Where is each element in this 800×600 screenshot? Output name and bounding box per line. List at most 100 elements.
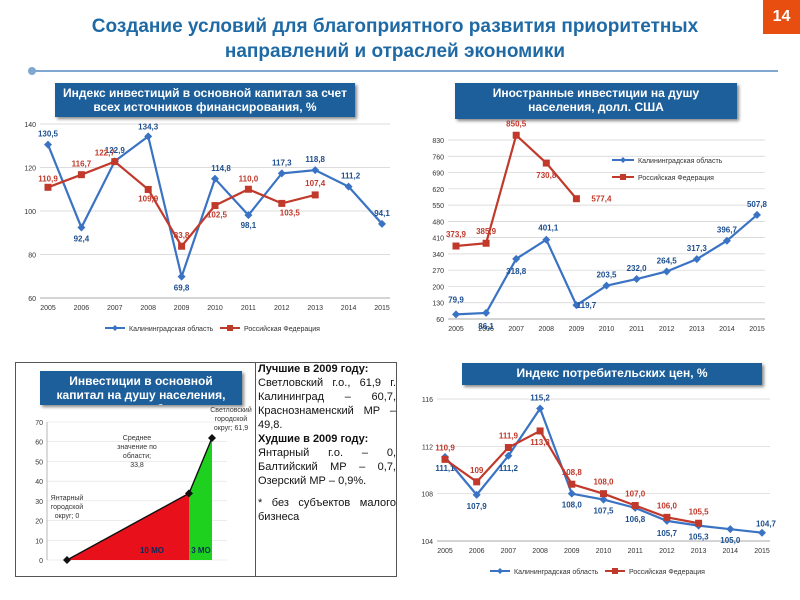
data-point-russia <box>452 242 460 250</box>
data-label: 114,8 <box>211 164 231 173</box>
data-label: 118,8 <box>305 155 325 164</box>
x-tick-label: 2011 <box>628 548 643 555</box>
y-tick-label: 100 <box>24 209 36 216</box>
y-tick-label: 0 <box>39 558 43 565</box>
data-label: 385,9 <box>476 227 497 236</box>
data-label: 104,7 <box>756 520 777 529</box>
x-tick-label: 2015 <box>754 548 770 555</box>
page-title: Создание условий для благоприятного разв… <box>30 14 760 64</box>
x-tick-label: 2014 <box>719 326 735 333</box>
data-point-kaliningrad <box>77 223 86 232</box>
y-tick-label: 104 <box>421 539 433 546</box>
data-label: 134,3 <box>138 122 159 131</box>
panel3-frame <box>15 362 397 577</box>
x-tick-label: 2011 <box>629 326 644 333</box>
data-label: 107,0 <box>625 490 646 499</box>
data-label: 122,7 <box>95 149 116 158</box>
data-point-kaliningrad <box>344 182 353 191</box>
data-point-russia <box>568 480 576 488</box>
y-tick-label: 340 <box>432 252 444 259</box>
panel3-label: Инвестиции в основной капитал на душу на… <box>40 371 242 405</box>
y-tick-label: 10 <box>35 538 43 545</box>
chart-investment-per-capita: 0 10 20 30 40 50 60 70 Янтарный городской округ; 0… <box>35 406 252 565</box>
x-tick-label: 2014 <box>723 548 739 555</box>
data-point-kaliningrad <box>722 236 731 245</box>
y-tick-label: 50 <box>35 459 43 466</box>
data-point-russia <box>663 513 671 521</box>
y-tick-label: 200 <box>432 284 444 291</box>
data-point-russia <box>441 455 449 463</box>
x-tick-label: 2008 <box>539 326 555 333</box>
x-tick-label: 2014 <box>341 305 357 312</box>
series-line-kaliningrad <box>455 214 758 316</box>
ranking-notes: Лучшие в 2009 году: Светловский г.о., 61… <box>258 362 396 524</box>
y-tick-label: 120 <box>24 166 36 173</box>
annotation-average: Среднее значение по области; 33,8 <box>117 435 157 469</box>
data-point-kaliningrad <box>632 275 641 284</box>
x-tick-label: 2010 <box>599 326 615 333</box>
data-label: 116,7 <box>72 160 92 169</box>
y-tick-label: 550 <box>432 203 444 210</box>
data-point-kaliningrad <box>44 140 52 149</box>
data-point-kaliningrad <box>567 489 576 498</box>
x-tick-label: 2010 <box>596 548 612 555</box>
x-tick-label: 2012 <box>659 548 675 555</box>
data-label: 122,9 <box>105 146 126 155</box>
annotation-min: Янтарный городской округ; 0 <box>51 494 84 520</box>
data-point-russia <box>44 183 52 191</box>
data-label: 111,1 <box>435 464 455 473</box>
count-below-average: 10 МО <box>140 546 164 555</box>
point-average <box>185 489 193 498</box>
y-tick-label: 60 <box>35 440 43 447</box>
data-point-russia <box>695 519 703 527</box>
page-number-badge: 14 <box>763 0 800 34</box>
data-point-kaliningrad <box>244 211 253 220</box>
data-label: 507,8 <box>747 200 768 209</box>
y-tick-label: 40 <box>35 479 43 486</box>
y-tick-label: 80 <box>28 253 36 260</box>
x-tick-label: 2015 <box>374 305 390 312</box>
data-label: 86,1 <box>478 322 494 331</box>
data-label: 850,5 <box>506 120 527 128</box>
data-point-russia <box>178 242 186 250</box>
y-tick-label: 690 <box>432 171 444 178</box>
data-point-kaliningrad <box>512 254 521 263</box>
annotation-max: Светловский городской округ; 61,9 <box>210 406 252 432</box>
data-label: 110,9 <box>38 174 58 183</box>
legend-label-kaliningrad: Калининградская область <box>514 568 599 576</box>
data-label: 110,0 <box>239 174 259 183</box>
y-tick-label: 70 <box>35 420 43 427</box>
data-label: 111,2 <box>341 172 361 181</box>
y-tick-label: 130 <box>432 301 444 308</box>
x-tick-label: 2006 <box>74 305 90 312</box>
data-point-russia <box>542 159 550 167</box>
data-label: 264,5 <box>657 256 678 265</box>
data-label: 130,5 <box>38 130 59 139</box>
y-tick-label: 480 <box>432 219 444 226</box>
data-point-kaliningrad <box>572 301 581 310</box>
area-above-average <box>189 437 212 560</box>
x-tick-label: 2015 <box>749 326 765 333</box>
x-tick-label: 2007 <box>508 326 524 333</box>
worst-title: Худшие в 2009 году: <box>258 433 369 445</box>
y-tick-label: 270 <box>432 268 444 275</box>
data-label: 107,4 <box>305 179 326 188</box>
panel2-label: Иностранные инвестиции на душу населения… <box>455 83 737 119</box>
x-tick-label: 2009 <box>569 326 585 333</box>
data-point-kaliningrad <box>452 310 460 319</box>
x-tick-label: 2013 <box>691 548 707 555</box>
y-tick-label: 20 <box>35 519 43 526</box>
best-text: Светловский г.о., 61,9 г. Калининград – … <box>258 377 396 431</box>
data-label: 113,3 <box>530 438 550 447</box>
x-tick-label: 2010 <box>207 305 223 312</box>
x-tick-label: 2008 <box>140 305 156 312</box>
legend-marker-russia <box>620 174 626 180</box>
data-label: 232,0 <box>627 264 648 273</box>
y-tick-label: 410 <box>432 236 444 243</box>
data-point-kaliningrad <box>472 490 481 499</box>
data-point-kaliningrad <box>758 528 766 537</box>
data-label: 110,9 <box>435 443 455 452</box>
data-label: 107,5 <box>593 507 614 516</box>
data-point-kaliningrad <box>542 235 551 244</box>
data-label: 373,9 <box>446 230 467 239</box>
